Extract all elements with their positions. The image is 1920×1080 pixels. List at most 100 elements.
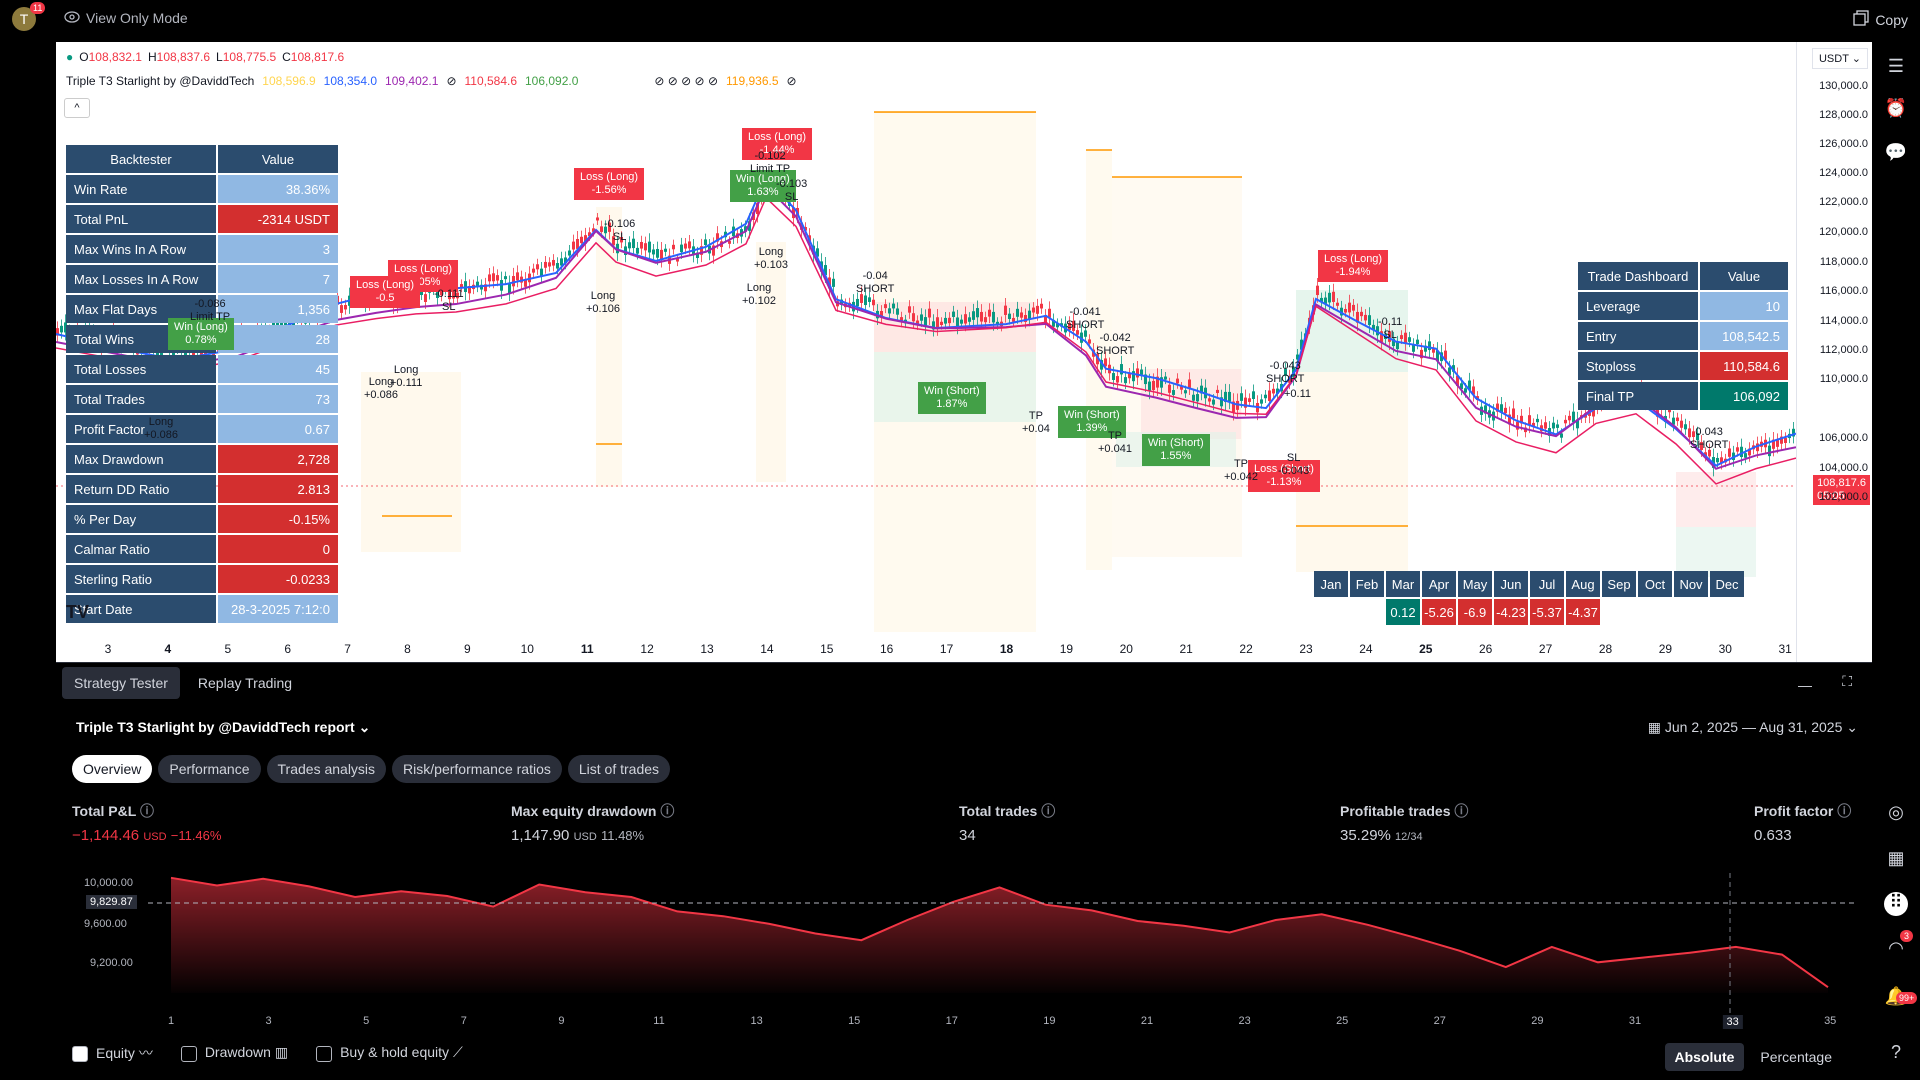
td-header: Value <box>1700 262 1788 290</box>
buy-hold-checkbox[interactable]: Buy & hold equity ⟋ <box>316 1044 463 1062</box>
value-mode-toggle: Absolute Percentage <box>1664 1043 1843 1071</box>
rss-icon[interactable]: ◠ <box>1888 938 1904 958</box>
bt-value: 38.36% <box>218 175 338 203</box>
watchlist-icon[interactable]: ☰ <box>1887 56 1905 76</box>
price-axis[interactable]: USDT ⌄ 108,817.6 05:05 130,000.0 128,000.0… <box>1796 42 1872 662</box>
month-header: Mar <box>1386 571 1420 597</box>
chat-icon[interactable]: 💬 <box>1884 142 1908 162</box>
bt-key: Max Drawdown <box>66 445 216 473</box>
percentage-button[interactable]: Percentage <box>1760 1049 1832 1065</box>
month-value: -4.37 <box>1566 599 1600 625</box>
signal-label: TP +0.042 <box>1224 458 1258 483</box>
report-title[interactable]: Triple T3 Starlight by @DaviddTech repor… <box>76 719 371 735</box>
bt-value: -0.0233 <box>218 565 338 593</box>
bt-row: Calmar Ratio 0 <box>66 535 338 563</box>
bt-row: Profit Factor 0.67 <box>66 415 338 443</box>
collapse-legend-button[interactable]: ^ <box>64 98 90 118</box>
month-header: Sep <box>1602 571 1636 597</box>
month-value <box>1350 599 1384 625</box>
bt-value: 73 <box>218 385 338 413</box>
bt-row: Max Wins In A Row 3 <box>66 235 338 263</box>
info-icon[interactable]: ⓘ <box>139 803 154 819</box>
tab-risk-ratios[interactable]: Risk/performance ratios <box>392 755 562 783</box>
time-tick: 20 <box>1119 642 1133 656</box>
right-sidebar: ☰ ⏰ 💬 ◎ ▦ ⠿ ◠ 3 🔔 99+ ? <box>1872 42 1920 1080</box>
date-range-selector[interactable]: ▦ Jun 2, 2025 — Aug 31, 2025 ⌄ <box>1647 719 1858 735</box>
td-key: Stoploss <box>1578 352 1698 380</box>
bt-key: % Per Day <box>66 505 216 533</box>
indicator-value: 108,596.9 <box>262 74 316 88</box>
copy-button[interactable]: Copy <box>1853 10 1908 29</box>
minimize-icon[interactable]: — <box>1798 677 1812 693</box>
trade-label: Win (Long) 1.63% <box>730 170 796 202</box>
absolute-button[interactable]: Absolute <box>1664 1043 1745 1071</box>
price-chart[interactable]: ● O108,832.1 H108,837.6 L108,775.5 C108,… <box>56 42 1872 662</box>
calendar-icon[interactable]: ▦ <box>1887 848 1905 868</box>
help-icon[interactable]: ? <box>1890 1042 1901 1062</box>
bt-row: Total Losses 45 <box>66 355 338 383</box>
notification-badge: 11 <box>30 2 46 14</box>
td-key: Final TP <box>1578 382 1698 410</box>
copy-icon <box>1853 10 1869 29</box>
bt-key: Sterling Ratio <box>66 565 216 593</box>
alarm-icon[interactable]: ⏰ <box>1884 98 1908 118</box>
tab-overview[interactable]: Overview <box>72 755 153 783</box>
month-header: Jul <box>1530 571 1564 597</box>
drawdown-checkbox[interactable]: Drawdown ▥ <box>180 1044 288 1062</box>
info-icon[interactable]: ⓘ <box>660 803 675 819</box>
view-only-mode[interactable]: View Only Mode <box>64 10 188 26</box>
apps-grid-icon[interactable]: ⠿ <box>1884 892 1908 916</box>
chevron-down-icon: ⌄ <box>1846 719 1858 735</box>
tradingview-logo[interactable]: TV <box>66 602 90 622</box>
trade-label: Win (Long) 0.78% <box>168 318 234 350</box>
time-tick: 8 <box>404 642 411 656</box>
month-value: -6.9 <box>1458 599 1492 625</box>
target-icon[interactable]: ◎ <box>1888 802 1904 822</box>
time-tick: 24 <box>1359 642 1373 656</box>
price-tick: 104,000.0 <box>1819 462 1868 474</box>
time-tick: 25 <box>1419 642 1433 656</box>
legend-dot: ● <box>66 50 74 64</box>
current-price-label: 108,817.6 05:05 <box>1813 475 1870 505</box>
month-header: Dec <box>1710 571 1744 597</box>
info-icon[interactable]: ⓘ <box>1041 803 1056 819</box>
month-header: Jun <box>1494 571 1528 597</box>
bt-row: Return DD Ratio 2.813 <box>66 475 338 503</box>
bt-value: 2.813 <box>218 475 338 503</box>
signal-label: Long +0.086 <box>364 376 398 401</box>
equity-checkbox[interactable]: Equity 〰 <box>72 1043 153 1063</box>
time-tick: 14 <box>760 642 774 656</box>
t3-pink-line <box>56 196 1796 485</box>
panel-tabs: Strategy Tester Replay Trading <box>62 667 304 699</box>
tab-strategy-tester[interactable]: Strategy Tester <box>62 667 180 699</box>
top-bar: T 11 View Only Mode Copy <box>0 0 1920 38</box>
bt-row: Max Losses In A Row 7 <box>66 265 338 293</box>
indicator-value: 106,092.0 <box>525 74 579 88</box>
equity-chart[interactable] <box>56 873 1872 1023</box>
time-axis[interactable]: 3 4 5 6 7 8 9 10 11 12 13 14 15 16 17 18 19 20 21 22 23 24 25 2… <box>56 634 1796 662</box>
month-value: -4.23 <box>1494 599 1528 625</box>
tab-replay-trading[interactable]: Replay Trading <box>197 675 293 691</box>
info-icon[interactable]: ⓘ <box>1837 803 1852 819</box>
signal-label: +0.11 <box>1284 388 1312 400</box>
time-tick: 26 <box>1479 642 1493 656</box>
price-tick: 126,000.0 <box>1819 138 1868 150</box>
indicator-legend[interactable]: Triple T3 Starlight by @DaviddTech 108,5… <box>66 74 797 88</box>
info-icon[interactable]: ⓘ <box>1454 803 1469 819</box>
chevron-down-icon: ⌄ <box>358 719 371 735</box>
time-tick: 7 <box>344 642 351 656</box>
tab-trades-analysis[interactable]: Trades analysis <box>266 755 387 783</box>
currency-selector[interactable]: USDT ⌄ <box>1811 48 1868 69</box>
tab-performance[interactable]: Performance <box>158 755 261 783</box>
equity-area <box>171 873 1828 993</box>
price-tick: 122,000.0 <box>1819 196 1868 208</box>
bt-value: 45 <box>218 355 338 383</box>
bt-header: Backtester <box>66 145 216 173</box>
tab-list-of-trades[interactable]: List of trades <box>567 755 671 783</box>
maximize-icon[interactable]: ⛶ <box>1842 673 1852 689</box>
bt-key: Profit Factor <box>66 415 216 443</box>
calendar-icon: ▦ <box>1647 719 1661 735</box>
signal-label: Long +0.086 <box>144 416 178 441</box>
bt-row: Total Wins 28 <box>66 325 338 353</box>
time-tick: 22 <box>1239 642 1253 656</box>
